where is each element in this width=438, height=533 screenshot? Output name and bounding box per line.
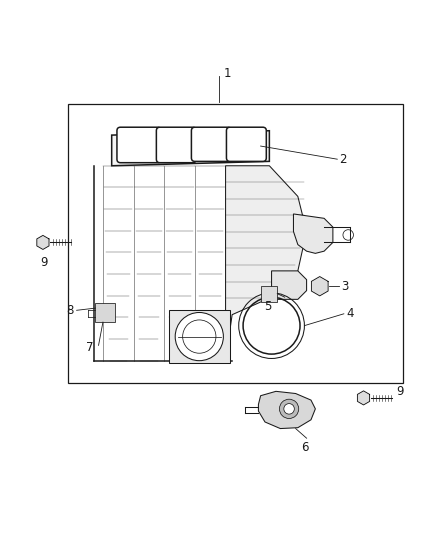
Bar	[95, 303, 115, 322]
Text: 9: 9	[396, 385, 404, 398]
FancyBboxPatch shape	[191, 127, 231, 161]
Text: 6: 6	[300, 441, 308, 454]
Bar	[68, 104, 403, 383]
Text: 7: 7	[86, 342, 93, 354]
Polygon shape	[37, 236, 49, 249]
Text: 4: 4	[346, 308, 353, 320]
Circle shape	[279, 399, 299, 418]
Text: 2: 2	[339, 152, 347, 166]
Polygon shape	[112, 131, 269, 166]
FancyBboxPatch shape	[117, 127, 161, 163]
Polygon shape	[357, 391, 370, 405]
Bar	[261, 286, 277, 302]
Text: 8: 8	[66, 304, 74, 317]
Circle shape	[284, 403, 294, 414]
Polygon shape	[226, 166, 307, 361]
Text: 3: 3	[342, 280, 349, 293]
Text: 1: 1	[223, 67, 231, 80]
Polygon shape	[258, 391, 315, 429]
Bar	[169, 310, 230, 363]
FancyBboxPatch shape	[226, 127, 266, 161]
Text: 9: 9	[40, 255, 48, 269]
Polygon shape	[293, 214, 333, 253]
Text: 5: 5	[265, 300, 272, 313]
Polygon shape	[311, 277, 328, 296]
Polygon shape	[272, 271, 307, 300]
Circle shape	[175, 312, 223, 361]
Circle shape	[183, 320, 216, 353]
FancyBboxPatch shape	[156, 127, 196, 163]
